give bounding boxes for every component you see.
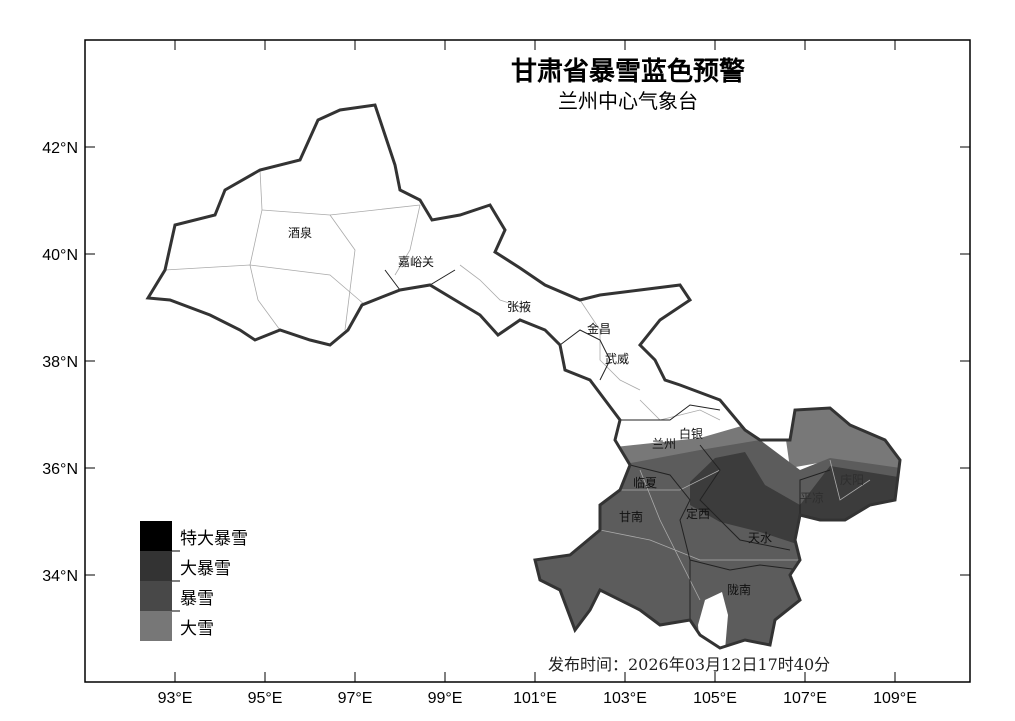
city-boundaries xyxy=(384,269,831,620)
legend: 特大暴雪 大暴雪 暴雪 大雪 xyxy=(140,521,248,641)
city-label: 陇南 xyxy=(727,582,751,597)
map-subtitle: 兰州中心气象台 xyxy=(558,89,698,113)
city-label: 平凉 xyxy=(800,490,824,505)
city-label: 兰州 xyxy=(652,437,676,451)
city-label: 金昌 xyxy=(587,321,611,336)
lon-tick-label: 97°E xyxy=(338,690,373,707)
legend-label: 大雪 xyxy=(180,619,214,639)
city-label: 张掖 xyxy=(507,300,531,314)
lon-tick-label: 95°E xyxy=(248,690,283,707)
no-warning-pocket xyxy=(698,592,728,648)
map-frame xyxy=(84,39,971,683)
legend-swatch xyxy=(140,581,172,611)
lon-tick-label: 101°E xyxy=(513,690,557,707)
city-label: 甘南 xyxy=(619,509,643,524)
lat-tick-label: 36°N xyxy=(42,461,78,478)
issue-time: 发布时间：2026年03月12日17时40分 xyxy=(548,655,830,674)
province-fill xyxy=(148,105,900,648)
city-label: 嘉峪关 xyxy=(398,255,434,269)
map-title: 甘肃省暴雪蓝色预警 xyxy=(511,56,745,87)
city-label: 庆阳 xyxy=(840,473,864,487)
city-label: 酒泉 xyxy=(288,226,312,240)
county-boundaries xyxy=(164,169,871,601)
city-label: 天水 xyxy=(748,531,772,545)
legend-label: 大暴雪 xyxy=(180,559,231,579)
axis-ticks xyxy=(85,40,970,682)
lat-tick-label: 38°N xyxy=(42,354,78,371)
city-label: 武威 xyxy=(605,352,629,366)
legend-swatch xyxy=(140,521,172,551)
lon-tick-label: 93°E xyxy=(158,690,193,707)
legend-swatch xyxy=(140,611,172,641)
lon-tick-label: 109°E xyxy=(873,690,917,707)
lon-tick-label: 103°E xyxy=(603,690,647,707)
city-label: 临夏 xyxy=(633,476,657,490)
no-warning-area xyxy=(148,105,900,648)
lat-tick-label: 40°N xyxy=(42,247,78,264)
legend-label: 暴雪 xyxy=(180,589,214,609)
lon-tick-label: 105°E xyxy=(693,690,737,707)
lon-tick-label: 107°E xyxy=(783,690,827,707)
legend-label: 特大暴雪 xyxy=(180,529,248,549)
city-labels: 酒泉 嘉峪关 张掖 金昌 武威 兰州 白银 临夏 甘南 定西 天水 陇南 平凉 … xyxy=(288,226,864,597)
severe-blizzard-area xyxy=(690,452,900,545)
city-label: 定西 xyxy=(686,506,710,521)
axis-tick-labels: 93°E 95°E 97°E 99°E 101°E 103°E 105°E 107°E 109°… xyxy=(42,140,917,707)
city-label: 白银 xyxy=(679,426,703,441)
lat-tick-label: 34°N xyxy=(42,568,78,585)
legend-swatch xyxy=(140,551,172,581)
lon-tick-label: 99°E xyxy=(428,690,463,707)
lat-tick-label: 42°N xyxy=(42,140,78,157)
